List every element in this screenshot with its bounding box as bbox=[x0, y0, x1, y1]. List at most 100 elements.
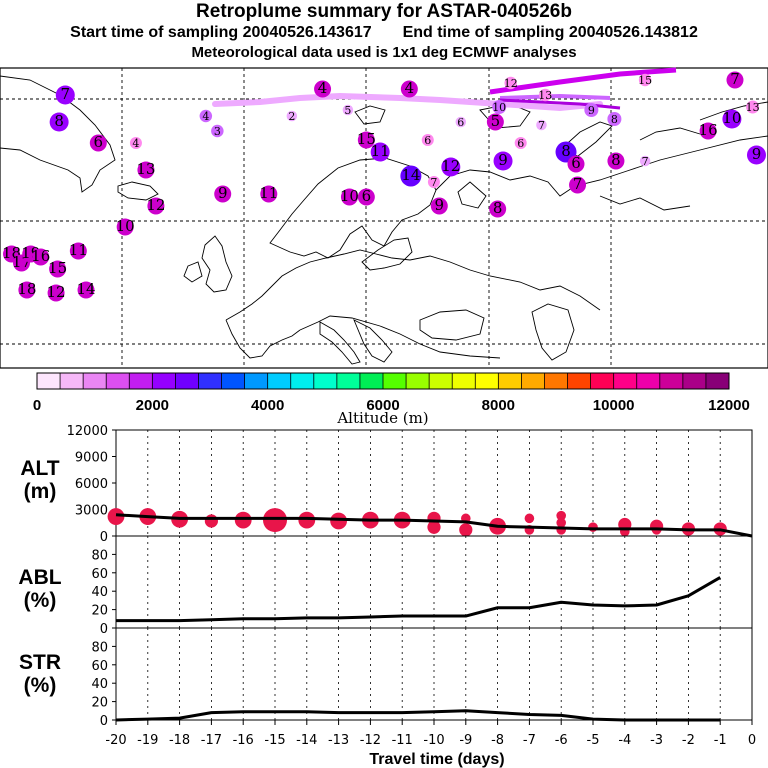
plume-day-label: 6 bbox=[94, 133, 104, 151]
x-tick-label: -5 bbox=[587, 733, 600, 748]
y-tick-label: 60 bbox=[91, 567, 108, 582]
plume-marker bbox=[514, 137, 527, 149]
plume-marker bbox=[211, 124, 224, 138]
x-tick-label: -4 bbox=[618, 733, 631, 748]
plume-day-label: 16 bbox=[699, 121, 718, 139]
x-tick-label: -3 bbox=[650, 733, 663, 748]
plume-day-label: 13 bbox=[746, 101, 760, 114]
x-tick-label: -1 bbox=[714, 733, 727, 748]
plume-track-lower bbox=[212, 92, 603, 112]
plume-marker bbox=[441, 157, 461, 177]
plume-day-label: 15 bbox=[357, 130, 376, 148]
plume-marker bbox=[400, 80, 418, 98]
x-tick-label: -6 bbox=[555, 733, 568, 748]
altitude-cluster-point bbox=[556, 510, 566, 521]
plume-marker bbox=[342, 104, 354, 116]
colorbar-swatch bbox=[636, 373, 661, 389]
met-note: Meteorological data used is 1x1 deg ECMW… bbox=[191, 44, 577, 61]
colorbar-swatch bbox=[152, 373, 176, 389]
x-tick-label: -7 bbox=[523, 733, 536, 748]
plume-track-east bbox=[499, 98, 621, 110]
start-label: Start time of sampling bbox=[70, 24, 239, 41]
plume-marker bbox=[607, 112, 622, 126]
colorbar-swatch bbox=[544, 373, 569, 389]
y-tick-label: 40 bbox=[91, 677, 108, 692]
sampling-times: Start time of sampling 20040526.143617 E… bbox=[0, 24, 768, 42]
plume-marker bbox=[722, 109, 742, 129]
plume-day-label: 10 bbox=[722, 109, 741, 127]
plume-marker bbox=[569, 176, 587, 194]
colorbar-swatch bbox=[613, 373, 638, 389]
abl-series-line bbox=[116, 576, 721, 623]
plume-marker bbox=[77, 281, 95, 299]
plume-day-label: 3 bbox=[214, 125, 221, 138]
y-tick-label: 0 bbox=[100, 714, 108, 729]
colorbar-swatch bbox=[221, 373, 246, 389]
x-tick-label: -14 bbox=[296, 733, 317, 748]
colorbar-swatch bbox=[406, 373, 430, 389]
plume-marker bbox=[638, 73, 652, 87]
plume-marker bbox=[746, 100, 760, 114]
plume-marker bbox=[116, 218, 134, 236]
colorbar-swatch bbox=[244, 373, 269, 389]
plume-marker bbox=[129, 137, 142, 149]
plume-marker bbox=[421, 134, 434, 146]
plume-marker bbox=[89, 134, 107, 152]
colorbar-swatch bbox=[498, 373, 522, 389]
plume-marker bbox=[486, 113, 504, 131]
y-tick-label: 9000 bbox=[75, 451, 108, 466]
colorbar-swatch bbox=[475, 373, 499, 389]
plume-marker bbox=[49, 112, 69, 132]
plume-marker bbox=[314, 80, 332, 98]
altitude-cluster-point bbox=[427, 520, 441, 534]
y-tick-label: 40 bbox=[91, 585, 108, 600]
altitude-cluster-point bbox=[459, 523, 473, 537]
colorbar-swatch bbox=[705, 373, 730, 389]
plume-tracks bbox=[212, 67, 677, 112]
plume-day-label: 11 bbox=[69, 241, 88, 259]
plume-day-label: 4 bbox=[132, 137, 139, 150]
abl-label: ABL bbox=[18, 566, 62, 589]
plume-day-label: 16 bbox=[31, 247, 50, 265]
x-tick-label: -19 bbox=[137, 733, 158, 748]
plume-day-label: 13 bbox=[538, 89, 552, 102]
plume-day-label: 13 bbox=[136, 160, 155, 178]
plume-day-label: 7 bbox=[573, 175, 583, 193]
plume-day-label: 12 bbox=[441, 157, 460, 175]
y-tick-label: 80 bbox=[91, 548, 108, 563]
y-tick-label: 60 bbox=[91, 659, 108, 674]
plume-day-label: 8 bbox=[54, 112, 64, 130]
altitude-cluster-point bbox=[330, 512, 347, 530]
colorbar-swatch bbox=[521, 373, 545, 389]
colorbar-tick-label: 8000 bbox=[482, 397, 515, 414]
plume-day-label: 14 bbox=[401, 166, 420, 184]
plume-day-label: 7 bbox=[430, 176, 437, 189]
plume-marker bbox=[607, 152, 625, 170]
plume-day-label: 6 bbox=[457, 116, 464, 129]
colorbar-swatch bbox=[60, 373, 84, 389]
plume-marker bbox=[492, 100, 507, 114]
plume-day-label: 12 bbox=[47, 283, 66, 301]
altitude-colorbar: 0 2000 4000 6000 8000 10000 12000 Altitude (m) bbox=[33, 372, 750, 427]
plume-day-label: 9 bbox=[435, 196, 445, 214]
plume-day-label: 7 bbox=[538, 119, 545, 132]
plume-day-label: 6 bbox=[517, 137, 524, 150]
time-panels: 030006000900012000020406080020406080-20-… bbox=[67, 424, 757, 768]
plume-marker bbox=[726, 71, 744, 89]
plume-day-label: 8 bbox=[611, 113, 618, 126]
plume-marker bbox=[430, 197, 448, 215]
colorbar-tick-label: 12000 bbox=[708, 397, 750, 414]
plume-day-label: 11 bbox=[371, 142, 390, 160]
plume-day-label: 9 bbox=[498, 151, 508, 169]
plume-marker bbox=[357, 188, 375, 206]
colorbar-swatch bbox=[106, 373, 130, 389]
plume-marker bbox=[455, 116, 467, 128]
alt-panel-label: ALT (m) bbox=[5, 457, 75, 503]
plume-day-label: 8 bbox=[611, 151, 621, 169]
plume-day-label: 4 bbox=[405, 79, 415, 97]
x-tick-label: -8 bbox=[491, 733, 504, 748]
plume-marker bbox=[214, 185, 232, 203]
plume-day-label: 7 bbox=[642, 155, 649, 168]
x-tick-label: -11 bbox=[392, 733, 413, 748]
